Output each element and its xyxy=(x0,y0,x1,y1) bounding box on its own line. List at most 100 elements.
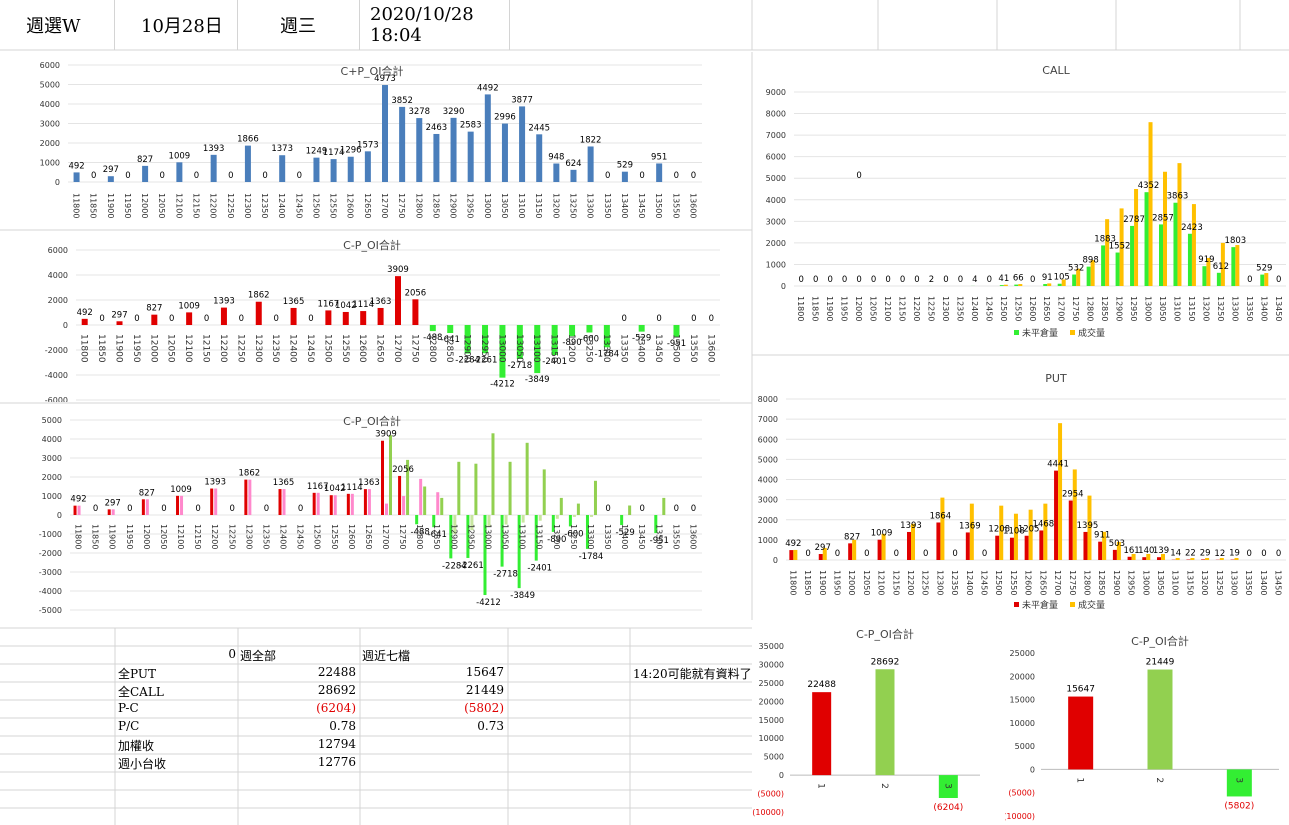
bar xyxy=(1068,500,1073,560)
x-tick-label: 13200 xyxy=(1201,296,1210,321)
x-tick-label: 12200 xyxy=(218,334,228,363)
bar xyxy=(1119,208,1124,286)
x-tick-label: 12350 xyxy=(261,524,270,549)
bar xyxy=(1130,225,1135,286)
x-tick-label: 13250 xyxy=(583,334,593,363)
x-tick-label: 12950 xyxy=(479,334,489,363)
data-label: -488 xyxy=(423,333,442,343)
data-label: 1365 xyxy=(283,297,305,307)
bar xyxy=(995,535,1000,560)
bar xyxy=(347,156,354,182)
bar xyxy=(1054,470,1059,560)
bar xyxy=(333,495,337,515)
x-tick-label: 12650 xyxy=(1038,570,1047,595)
x-tick-label: 13350 xyxy=(1244,570,1253,595)
y-tick-label: 5000 xyxy=(42,416,62,425)
data-label: 0 xyxy=(813,275,818,285)
x-tick-label: 12750 xyxy=(1071,296,1080,321)
x-tick-label: 13400 xyxy=(620,524,629,549)
bar xyxy=(1057,283,1062,286)
row-label: 加權收 xyxy=(118,739,155,753)
bar xyxy=(568,515,572,527)
header-title: 週選W xyxy=(0,0,115,50)
bar xyxy=(382,85,388,182)
data-label: 827 xyxy=(844,532,860,542)
data-label: 91 xyxy=(1042,273,1053,283)
data-label: 0 xyxy=(194,171,199,181)
data-label: 0 xyxy=(239,314,244,324)
bar xyxy=(517,515,521,589)
x-tick-label: 12450 xyxy=(980,570,989,595)
bar xyxy=(395,276,401,325)
data-label: 0 xyxy=(871,275,876,285)
data-label: 0 xyxy=(864,549,869,559)
data-label: 2423 xyxy=(1181,223,1203,233)
data-label: -2718 xyxy=(507,361,532,371)
bar xyxy=(969,503,974,560)
x-tick-label: 12600 xyxy=(1024,570,1033,595)
bar xyxy=(244,479,248,515)
bar xyxy=(1260,274,1265,286)
data-label: 0 xyxy=(982,549,987,559)
data-label: 0 xyxy=(885,275,890,285)
x-tick-label: 13150 xyxy=(1187,296,1196,321)
x-tick-label: 12100 xyxy=(883,296,892,321)
y-tick-label: 0 xyxy=(781,282,786,291)
data-label: 14 xyxy=(1170,549,1181,559)
x-tick-label: 13300 xyxy=(601,334,611,363)
data-label: 1205 xyxy=(1018,525,1040,535)
data-label: 0 xyxy=(262,171,267,181)
x-tick-label: 12200 xyxy=(912,296,921,321)
x-tick-label: 12100 xyxy=(877,570,886,595)
x-tick-label: 12000 xyxy=(854,296,863,321)
bar xyxy=(501,123,508,182)
data-label: 0 xyxy=(127,504,132,514)
legend-label: 未平倉量 xyxy=(1022,327,1058,339)
data-label: 0 xyxy=(691,171,696,181)
x-tick-label: 11900 xyxy=(106,193,115,218)
y-tick-label: 0 xyxy=(55,178,60,187)
data-label: 529 xyxy=(1256,264,1272,274)
data-label: 4492 xyxy=(477,83,499,93)
bar xyxy=(1201,559,1206,560)
data-label: 41 xyxy=(998,274,1009,284)
x-tick-label: 12350 xyxy=(950,570,959,595)
x-tick-label: 12950 xyxy=(1127,570,1136,595)
bar xyxy=(936,522,941,560)
data-label: 2996 xyxy=(494,113,516,123)
bar xyxy=(1043,503,1048,560)
data-label: -1784 xyxy=(595,349,620,359)
chart-summary-all: (10000) (5000) 0 5000 10000 15000 20000 25000 30… xyxy=(752,627,980,817)
y-tick-label: 4000 xyxy=(766,196,786,205)
bar xyxy=(1115,252,1120,286)
x-tick-label: 13000 xyxy=(1141,570,1150,595)
data-label: 3278 xyxy=(408,107,430,117)
data-label: 0 xyxy=(160,171,165,181)
x-tick-label: 12250 xyxy=(235,334,245,363)
bar xyxy=(440,497,444,515)
bar xyxy=(1190,557,1195,560)
x-tick-label: 12250 xyxy=(227,524,236,549)
bar xyxy=(248,479,252,515)
x-tick-label: 13450 xyxy=(653,334,663,363)
bar xyxy=(474,463,478,515)
x-tick-label: 12300 xyxy=(935,570,944,595)
x-tick-label: 13550 xyxy=(671,193,680,218)
y-tick-label: 4000 xyxy=(42,435,62,444)
data-label: (5802) xyxy=(1224,801,1254,811)
x-tick-label: 12800 xyxy=(415,524,424,549)
x-tick-label: 12800 xyxy=(427,334,437,363)
data-label: 0 xyxy=(298,504,303,514)
bar xyxy=(569,325,576,337)
x-tick-label: 11800 xyxy=(788,570,797,595)
x-tick-label: 12300 xyxy=(244,524,253,549)
data-label: 29 xyxy=(1200,548,1211,558)
x-tick-label: 12150 xyxy=(192,193,201,218)
bar xyxy=(81,318,88,325)
data-label: 532 xyxy=(1068,264,1084,274)
bar xyxy=(1161,553,1165,560)
x-tick-label: 12050 xyxy=(862,570,871,595)
x-tick-label: 12900 xyxy=(1112,570,1121,595)
bar xyxy=(1175,557,1180,560)
